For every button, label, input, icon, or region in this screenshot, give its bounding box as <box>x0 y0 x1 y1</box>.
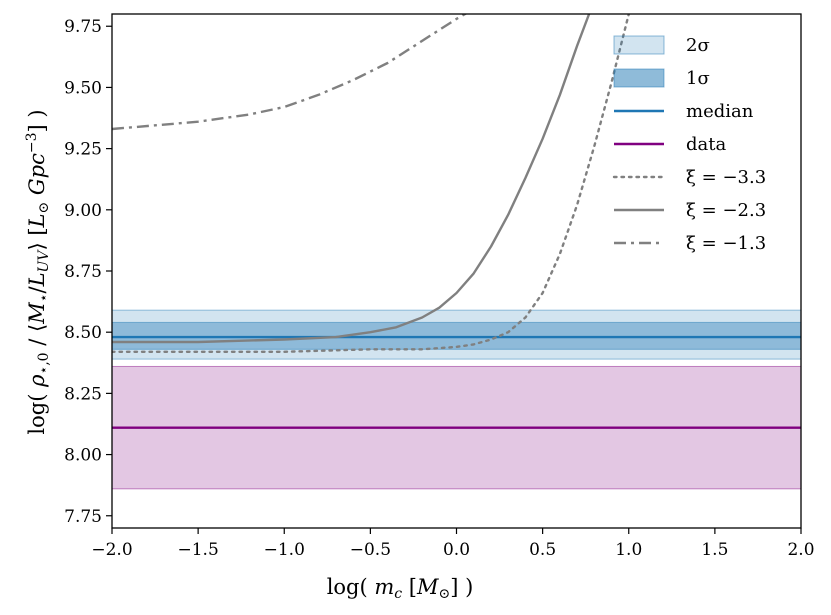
legend-label: data <box>686 134 726 155</box>
x-tick-label: −1.0 <box>264 540 305 560</box>
legend-label: ξ = −2.3 <box>686 200 766 221</box>
legend-label: 1σ <box>686 68 710 89</box>
legend-label: 2σ <box>686 35 710 56</box>
y-tick-label: 9.00 <box>64 201 102 221</box>
x-tick-label: 0.5 <box>529 540 556 560</box>
x-axis-label: log( mc [M⊙] ) <box>327 575 474 602</box>
y-tick-label: 8.50 <box>64 323 102 343</box>
x-tick-label: 0.0 <box>443 540 470 560</box>
legend-swatch-1sigma <box>613 68 665 88</box>
y-tick-label: 8.25 <box>64 384 102 404</box>
series-line-xi-2-3 <box>112 14 591 344</box>
y-tick-label: 7.75 <box>64 507 102 527</box>
y-tick-label: 9.75 <box>64 17 102 37</box>
legend-swatch-2sigma <box>613 35 665 55</box>
x-tick-label: 2.0 <box>787 540 814 560</box>
legend-label: ξ = −3.3 <box>686 167 766 188</box>
y-tick-label: 8.00 <box>64 446 102 466</box>
series-line-xi-1-3 <box>112 14 468 131</box>
x-tick-label: −1.5 <box>177 540 218 560</box>
y-tick-label: 8.75 <box>64 262 102 282</box>
x-tick-label: 1.5 <box>701 540 728 560</box>
y-axis-label: log( ρ⋆,0 / ⟨M⋆/LUV⟩ [L⊙ Gpc−3] ) <box>24 109 52 434</box>
series-line-xi-3-3 <box>112 14 630 353</box>
y-tick-label: 9.50 <box>64 78 102 98</box>
x-tick-label: −0.5 <box>350 540 391 560</box>
y-tick-label: 9.25 <box>64 140 102 160</box>
x-tick-label: −2.0 <box>91 540 132 560</box>
band-1sigma <box>112 321 801 350</box>
legend-label: ξ = −1.3 <box>686 233 766 254</box>
x-tick-label: 1.0 <box>615 540 642 560</box>
legend: 2σ 1σ median data ξ = −3.3 ξ = −2.3 ξ = −1.3 <box>612 35 766 254</box>
legend-label: median <box>686 101 754 122</box>
